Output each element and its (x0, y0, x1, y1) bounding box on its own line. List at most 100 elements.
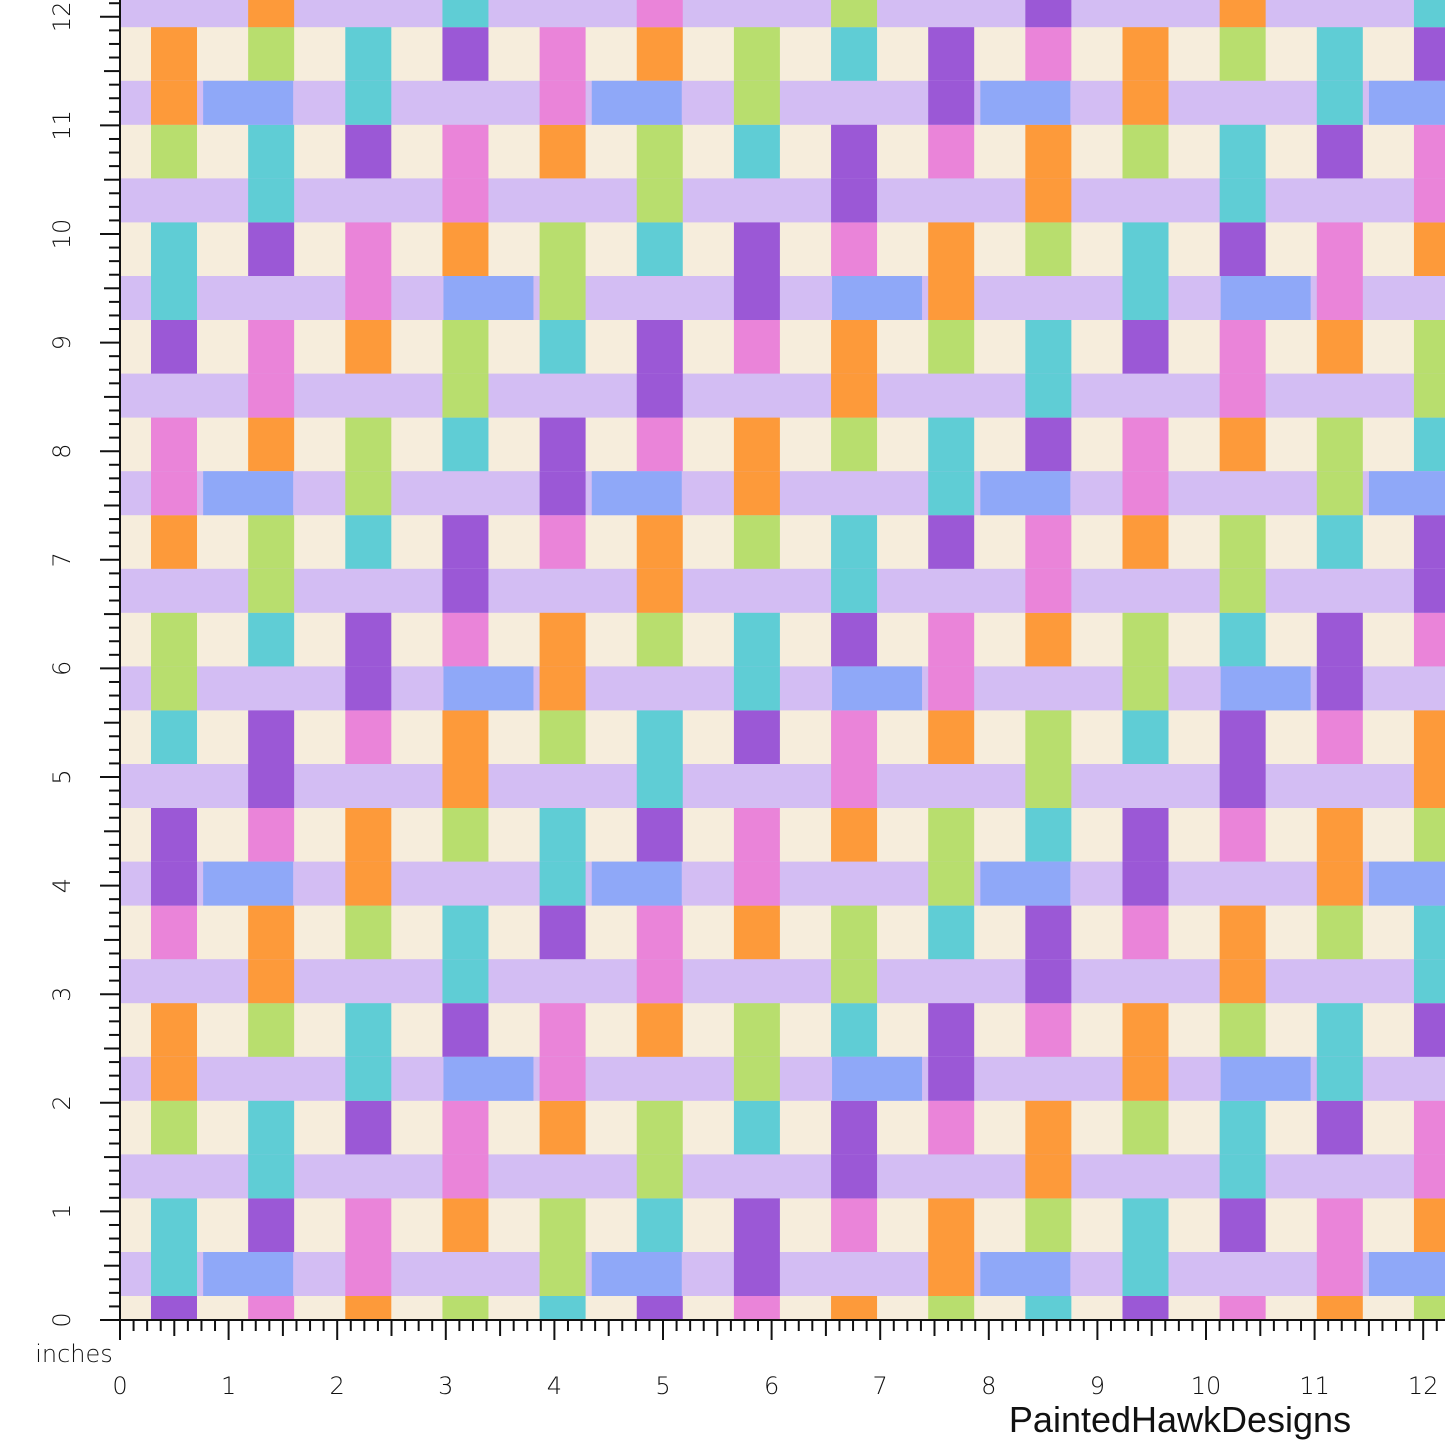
x-ruler-label: 5 (655, 1372, 670, 1400)
warp-over (1025, 568, 1072, 613)
warp-over (733, 1056, 780, 1101)
blue-patch (980, 1252, 1071, 1296)
x-ruler-label: 6 (764, 1372, 779, 1400)
warp-over (831, 1154, 878, 1199)
warp-over (1025, 1154, 1072, 1199)
warp-over (1122, 861, 1169, 906)
warp-over (1122, 1056, 1169, 1101)
y-ruler-label: 0 (48, 1312, 76, 1327)
warp-over (345, 1252, 392, 1296)
warp-over (831, 959, 878, 1004)
blue-patch (591, 471, 682, 516)
blue-patch (1368, 80, 1445, 125)
weft-band (120, 80, 1445, 125)
warp-over (539, 1056, 586, 1101)
warp-over (1219, 959, 1266, 1004)
warp-over (1025, 178, 1072, 223)
warp-over (248, 178, 295, 223)
warp-over (1025, 959, 1072, 1004)
warp-over (1316, 861, 1363, 906)
warp-over (1219, 373, 1266, 418)
warp-over (345, 80, 392, 125)
warp-over (636, 178, 683, 223)
blue-patch (1220, 276, 1311, 320)
warp-over (1025, 0, 1072, 28)
y-ruler-label: 12 (48, 2, 76, 33)
y-ruler-label: 3 (48, 987, 76, 1002)
warp-over (733, 80, 780, 125)
blue-patch (980, 861, 1071, 906)
x-ruler-label: 11 (1299, 1372, 1330, 1400)
x-ruler-label: 8 (981, 1372, 996, 1400)
blue-patch (980, 471, 1071, 516)
blue-patch (832, 276, 923, 320)
warp-over (733, 276, 780, 320)
warp-over (248, 1154, 295, 1199)
warp-over (1413, 764, 1445, 808)
warp-over (928, 276, 975, 320)
blue-patch (832, 666, 923, 711)
warp-over (831, 568, 878, 613)
blue-patch (980, 80, 1071, 125)
warp-over (1413, 0, 1445, 28)
warp-over (636, 764, 683, 808)
warp-over (1413, 178, 1445, 223)
warp-over (248, 0, 295, 28)
blue-patch (591, 1252, 682, 1296)
x-ruler-label: 2 (330, 1372, 345, 1400)
brand: PaintedHawkDesigns (1009, 1399, 1351, 1440)
x-ruler-label: 12 (1408, 1372, 1439, 1400)
warp-over (345, 861, 392, 906)
warp-over (1219, 764, 1266, 808)
blue-patch (1368, 1252, 1445, 1296)
left-ruler (0, 0, 120, 1445)
blue-patch (443, 276, 534, 320)
warp-over (151, 1252, 197, 1296)
y-ruler-label: 2 (48, 1095, 76, 1110)
y-ruler-label: 8 (48, 444, 76, 459)
warp-over (928, 666, 975, 711)
y-ruler-label: 1 (48, 1204, 76, 1219)
y-ruler-label: 10 (48, 219, 76, 250)
blue-patch (1368, 861, 1445, 906)
warp-over (1316, 1252, 1363, 1296)
warp-over (151, 666, 197, 711)
warp-over (345, 276, 392, 320)
warp-over (1122, 80, 1169, 125)
weft-band (120, 471, 1445, 516)
blue-patch (591, 80, 682, 125)
blue-patch (443, 666, 534, 711)
warp-over (1122, 1252, 1169, 1296)
warp-over (442, 959, 489, 1004)
warp-over (831, 764, 878, 808)
warp-over (151, 471, 197, 516)
warp-over (1122, 666, 1169, 711)
warp-over (928, 80, 975, 125)
warp-over (539, 276, 586, 320)
warp-over (928, 1056, 975, 1101)
warp-over (1025, 373, 1072, 418)
weft-band (120, 861, 1445, 906)
warp-over (151, 276, 197, 320)
x-ruler-label: 9 (1090, 1372, 1105, 1400)
warp-over (636, 1154, 683, 1199)
warp-over (442, 764, 489, 808)
warp-over (539, 666, 586, 711)
warp-over (733, 1252, 780, 1296)
warp-over (733, 666, 780, 711)
warp-over (1413, 1154, 1445, 1199)
y-ruler-label: 11 (48, 110, 76, 141)
warp-over (1219, 178, 1266, 223)
warp-over (1413, 959, 1445, 1004)
warp-over (1025, 764, 1072, 808)
y-ruler-label: 6 (48, 661, 76, 676)
blue-patch (1220, 1056, 1311, 1101)
warp-over (1122, 471, 1169, 516)
blue-patch (203, 1252, 294, 1296)
warp-over (539, 1252, 586, 1296)
warp-over (1219, 568, 1266, 613)
blue-patch (591, 861, 682, 906)
warp-over (636, 373, 683, 418)
warp-over (151, 1056, 197, 1101)
